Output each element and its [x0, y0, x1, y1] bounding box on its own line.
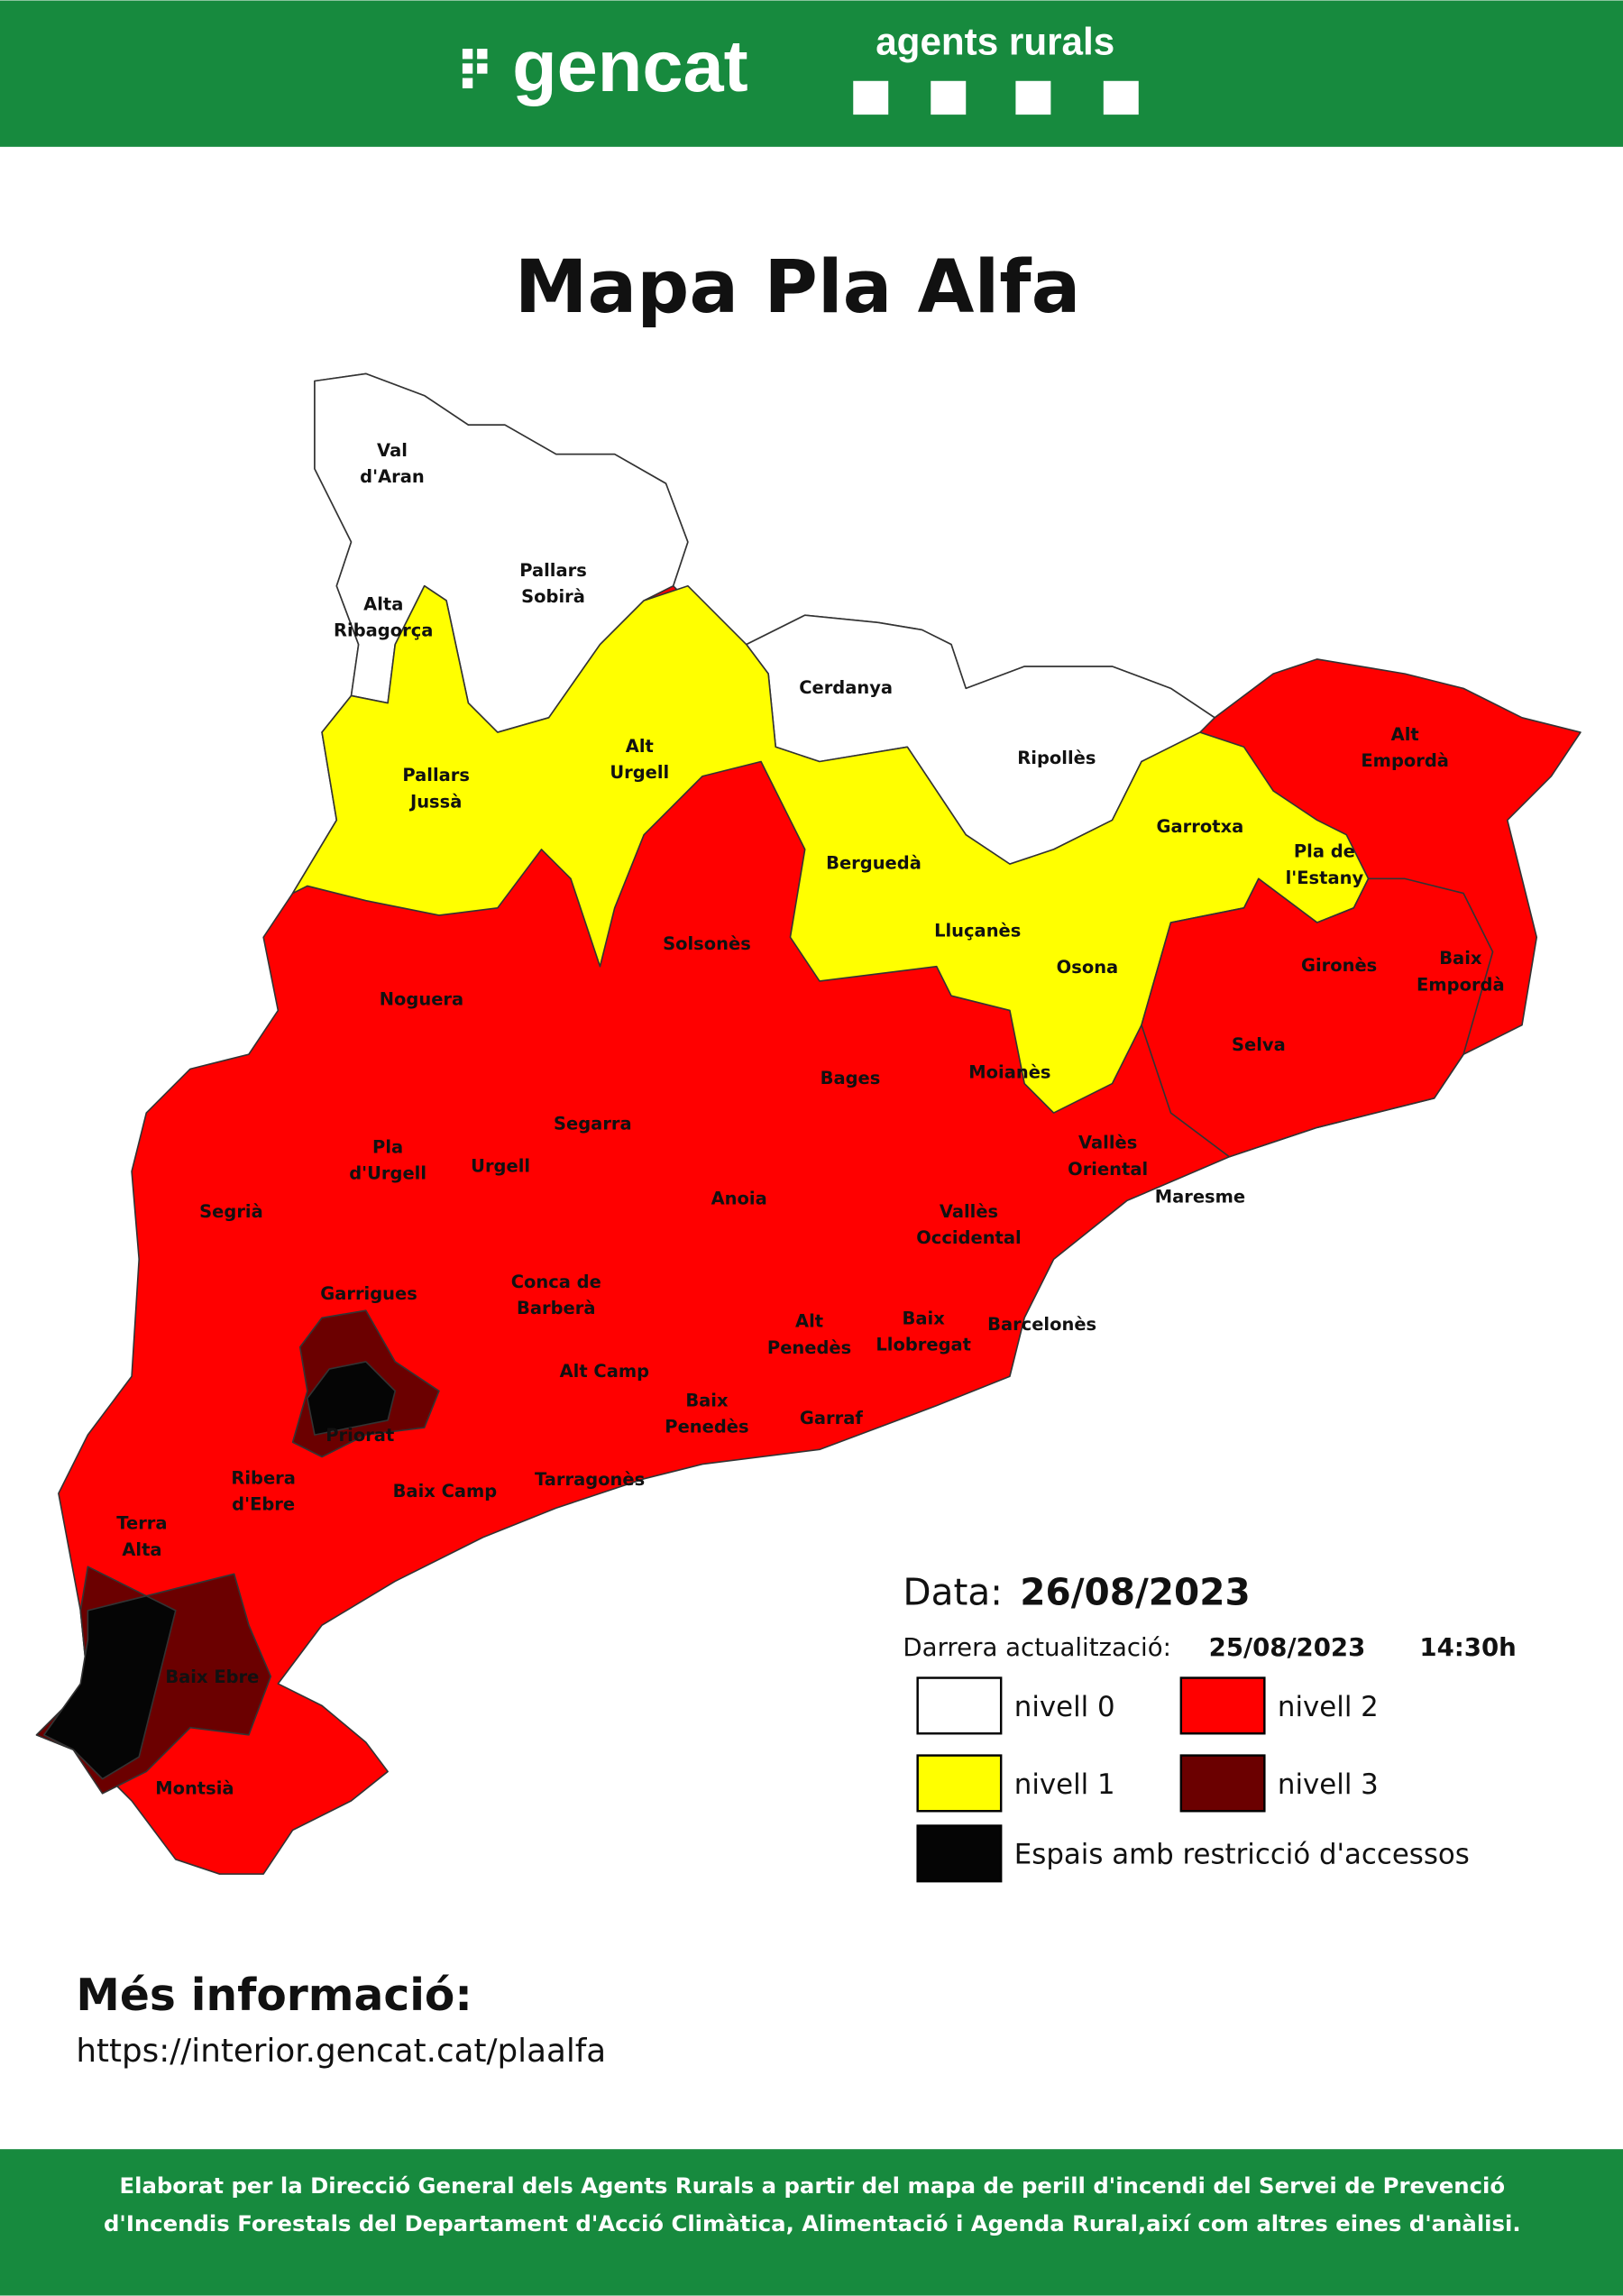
- date-label: Data:: [903, 1570, 1003, 1613]
- legend-swatch: [916, 1824, 1003, 1883]
- region-label: Alta: [122, 1539, 161, 1560]
- region-label: Garrigues: [320, 1283, 417, 1304]
- region-label: Segarra: [554, 1114, 632, 1134]
- region-label: Garrotxa: [1157, 816, 1244, 837]
- logo: gencat: [512, 26, 748, 107]
- legend-swatch: [916, 1676, 1003, 1735]
- region-label: Barberà: [517, 1298, 595, 1318]
- region-label: Barcelonès: [987, 1314, 1096, 1335]
- more-info-url: https://interior.gencat.cat/plaalfa: [76, 2033, 606, 2070]
- region-label: Alt Camp: [560, 1361, 650, 1382]
- brand-squares: [853, 80, 1139, 115]
- region-label: Baix Ebre: [165, 1667, 259, 1687]
- region-label: Solsonès: [663, 933, 751, 954]
- region-label: Llobregat: [876, 1335, 971, 1355]
- legend-label: Espais amb restricció d'accessos: [1014, 1839, 1470, 1871]
- region-label: Penedès: [665, 1417, 748, 1437]
- legend: nivell 0 nivell 1 nivell 2 nivell 3 Espais a…: [916, 1676, 1470, 1883]
- map: [35, 372, 1582, 1875]
- region-label: Garraf: [800, 1408, 863, 1428]
- map-labels: Val d'Aran Pallars Sobirà Alta Ribagorça Cerda…: [116, 440, 1504, 1798]
- update-label: Darrera actualització:: [903, 1632, 1170, 1662]
- footer-line: Elaborat per la Direcció General dels Ag…: [119, 2172, 1505, 2199]
- region-label: Pla: [372, 1137, 403, 1158]
- region-label: Terra: [116, 1513, 167, 1534]
- legend-label: nivell 0: [1014, 1691, 1115, 1723]
- region-label: d'Aran: [360, 466, 425, 487]
- region-label: Gironès: [1301, 955, 1377, 976]
- region-label: Sobirà: [521, 586, 585, 607]
- region-label: Maresme: [1155, 1187, 1245, 1208]
- region-label: Occidental: [916, 1227, 1021, 1248]
- region-label: Baix: [685, 1390, 729, 1410]
- region-label: Alt: [1391, 724, 1419, 745]
- region-label: Pallars: [402, 765, 470, 785]
- region-label: Ribagorça: [334, 620, 433, 641]
- region-label: Empordà: [1417, 974, 1505, 995]
- region-label: Berguedà: [826, 853, 922, 874]
- region-label: Anoia: [711, 1188, 767, 1208]
- region-label: Segrià: [199, 1201, 263, 1222]
- region-area: [42, 1594, 177, 1780]
- region-label: Pallars: [519, 560, 587, 581]
- region-label: Baix: [1439, 948, 1482, 969]
- legend-swatch: [1179, 1754, 1266, 1813]
- footer-line: d'Incendis Forestals del Departament d'A…: [104, 2210, 1521, 2236]
- region-label: Montsià: [155, 1777, 234, 1798]
- region-label: Baix: [903, 1308, 946, 1328]
- region-label: Alt: [795, 1311, 823, 1332]
- region-label: Ribera: [231, 1467, 296, 1488]
- logo-icon: [462, 49, 488, 88]
- region-label: Pla de: [1294, 841, 1355, 862]
- region-label: Jussà: [408, 791, 462, 812]
- legend-swatch: [916, 1754, 1003, 1813]
- header-bar: [0, 0, 1623, 147]
- region-label: Bages: [821, 1068, 881, 1088]
- region-label: Vallès: [940, 1201, 998, 1222]
- region-label: Val: [377, 440, 408, 461]
- region-label: Urgell: [471, 1156, 530, 1177]
- region-label: Priorat: [326, 1425, 394, 1446]
- region-label: Vallès: [1078, 1133, 1137, 1153]
- region-label: Tarragonès: [535, 1469, 645, 1490]
- region-label: Baix Camp: [393, 1481, 498, 1502]
- region-label: Cerdanya: [799, 677, 893, 698]
- title: Mapa Pla Alfa: [515, 245, 1081, 330]
- date: 26/08/2023: [1020, 1570, 1250, 1613]
- more-info-title: Més informació:: [76, 1970, 472, 2021]
- region-label: Penedès: [767, 1337, 851, 1358]
- region-label: Selva: [1232, 1034, 1286, 1055]
- legend-label: nivell 1: [1014, 1768, 1115, 1801]
- region-label: Conca de: [511, 1272, 601, 1292]
- region-label: d'Urgell: [349, 1163, 426, 1184]
- region-label: d'Ebre: [232, 1494, 295, 1515]
- region-label: Urgell: [610, 762, 669, 783]
- region-label: Oriental: [1068, 1159, 1148, 1180]
- region-area: [307, 1361, 397, 1436]
- footer-bar: [0, 2149, 1623, 2296]
- region-label: Moianès: [968, 1062, 1050, 1083]
- region-label: Ripollès: [1017, 748, 1096, 768]
- legend-swatch: [1179, 1676, 1266, 1735]
- region-label: Alt: [626, 736, 654, 757]
- legend-label: nivell 3: [1278, 1768, 1379, 1801]
- update-time: 14:30h: [1419, 1632, 1516, 1662]
- region-label: l'Estany: [1286, 868, 1364, 888]
- legend-label: nivell 2: [1278, 1691, 1379, 1723]
- brand: agents rurals: [876, 21, 1114, 63]
- region-label: Osona: [1057, 957, 1119, 978]
- region-label: Noguera: [380, 989, 463, 1010]
- region-label: Empordà: [1361, 750, 1449, 771]
- region-label: Lluçanès: [934, 920, 1021, 941]
- region-area: [1141, 877, 1494, 1158]
- update-date: 25/08/2023: [1209, 1632, 1366, 1662]
- region-label: Alta: [363, 593, 403, 614]
